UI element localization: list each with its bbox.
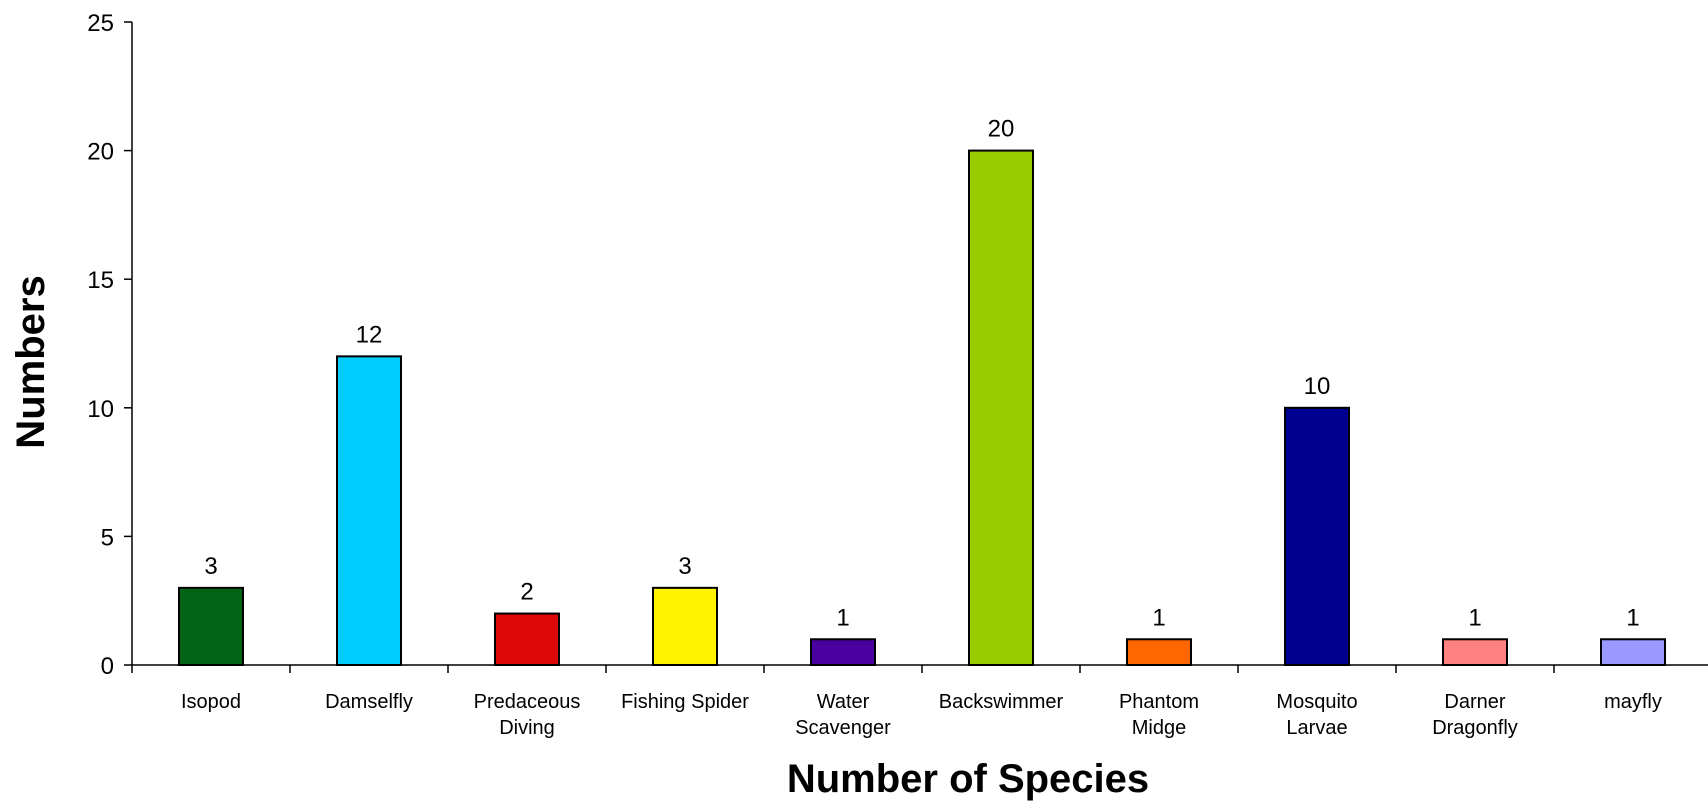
category-label: Mosquito — [1276, 691, 1357, 713]
y-tick-label: 0 — [101, 653, 114, 680]
category-label: mayfly — [1604, 691, 1662, 713]
category-label: Backswimmer — [939, 691, 1064, 713]
data-label: 20 — [988, 116, 1015, 143]
category-label: Darner — [1444, 691, 1505, 713]
data-label: 1 — [836, 604, 849, 631]
data-label: 1 — [1626, 604, 1639, 631]
bar — [968, 149, 1034, 667]
data-label: 1 — [1152, 604, 1165, 631]
bar — [336, 355, 402, 666]
category-label: Diving — [499, 717, 555, 739]
bar — [1126, 638, 1192, 667]
y-tick-label: 5 — [101, 524, 114, 551]
bar — [1442, 638, 1508, 667]
category-label: Fishing Spider — [621, 691, 749, 713]
bar — [494, 612, 560, 666]
category-label: Larvae — [1286, 717, 1347, 739]
data-label: 1 — [1468, 604, 1481, 631]
data-label: 2 — [520, 579, 533, 606]
labels: 3 Isopod 12 Damselfly 2 Predaceous Diving 3 Fish… — [181, 116, 1662, 739]
category-label: Dragonfly — [1432, 717, 1518, 739]
bar — [1284, 406, 1350, 666]
data-label: 10 — [1304, 373, 1331, 400]
category-label: Phantom — [1119, 691, 1199, 713]
x-axis-title: Number of Species — [787, 757, 1149, 801]
category-label: Water — [817, 691, 870, 713]
category-label: Midge — [1132, 717, 1186, 739]
y-tick-label: 15 — [87, 267, 114, 294]
data-label: 3 — [678, 553, 691, 580]
y-tick-label: 20 — [87, 139, 114, 166]
bar — [810, 638, 876, 667]
bar — [1600, 638, 1666, 667]
y-tick-label: 25 — [87, 10, 114, 37]
data-label: 3 — [204, 553, 217, 580]
category-label: Isopod — [181, 691, 241, 713]
bars — [178, 149, 1666, 667]
y-axis-title: Numbers — [9, 275, 53, 448]
category-label: Scavenger — [795, 717, 891, 739]
category-label: Damselfly — [325, 691, 413, 713]
category-label: Predaceous — [474, 691, 581, 713]
data-label: 12 — [356, 321, 383, 348]
axes: 0 5 10 15 20 25 — [87, 10, 1708, 680]
y-tick-label: 10 — [87, 396, 114, 423]
bar — [652, 586, 718, 667]
bar — [178, 586, 244, 667]
